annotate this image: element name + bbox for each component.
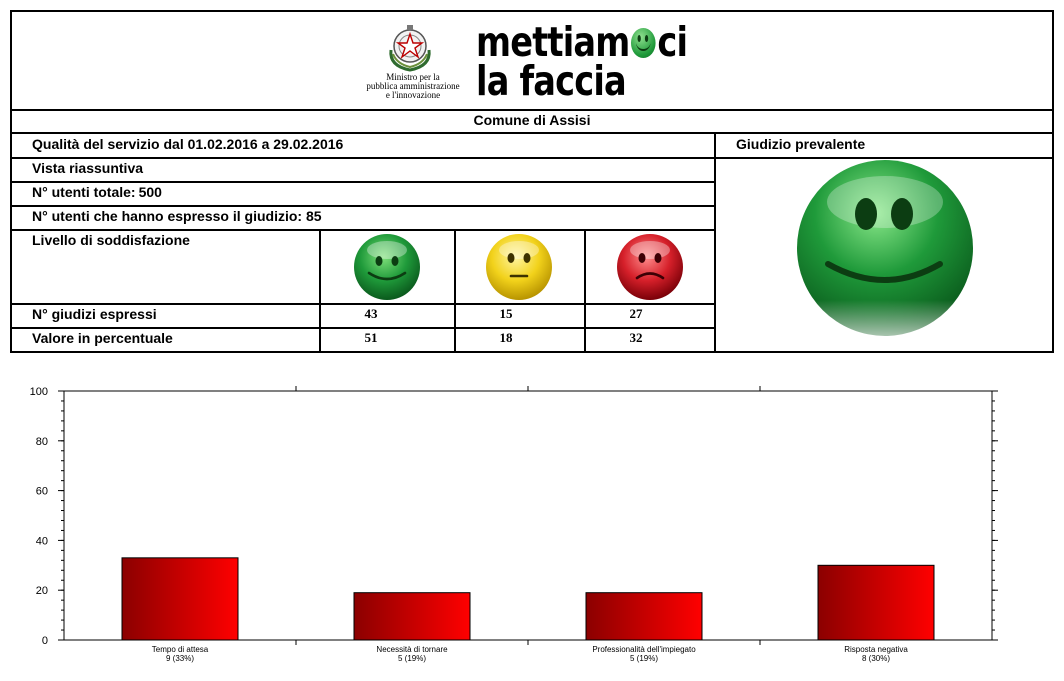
neutral-face-icon	[486, 234, 552, 300]
judgments-sad: 27	[629, 306, 643, 321]
row-line	[10, 181, 716, 183]
bar	[353, 592, 471, 641]
prevailing-judgment-label: Giudizio prevalente	[736, 136, 866, 152]
x-count-label: 5 (19%)	[630, 654, 658, 663]
brand-logo-line-1: mettiam ci	[476, 22, 688, 63]
sad-face-icon	[617, 234, 683, 300]
col-line	[454, 229, 456, 353]
percent-happy: 51	[364, 330, 378, 345]
x-tick-label: Professionalità dell'impiegato	[592, 645, 696, 654]
total-users-value: 500	[138, 184, 162, 200]
bar	[585, 592, 703, 641]
col-line	[319, 229, 321, 353]
percent-value-label: Valore in percentuale	[32, 330, 173, 346]
y-tick-label: 60	[36, 486, 48, 498]
users-expressed-label: N° utenti che hanno espresso il giudizio…	[32, 208, 322, 224]
percent-neutral: 18	[499, 330, 513, 345]
y-tick-label: 40	[36, 535, 48, 547]
brand-face-o-icon	[631, 28, 656, 58]
ministry-line-1: Ministro per la	[386, 72, 440, 82]
republic-emblem-icon	[389, 25, 431, 72]
y-tick-label: 100	[30, 386, 48, 398]
bar	[121, 557, 239, 641]
prevailing-happy-face-icon	[790, 160, 980, 350]
y-tick-label: 20	[36, 585, 48, 597]
x-tick-label: Tempo di attesa	[152, 645, 209, 654]
col-line	[714, 132, 716, 353]
x-count-label: 5 (19%)	[398, 654, 426, 663]
summary-view-label: Vista riassuntiva	[32, 160, 144, 176]
judgments-neutral: 15	[499, 306, 513, 321]
y-tick-label: 0	[42, 635, 48, 647]
x-tick-label: Necessità di tornare	[376, 645, 448, 654]
x-tick-label: Risposta negativa	[844, 645, 908, 654]
row-line	[10, 303, 716, 305]
ministry-line-3: e l'innovazione	[385, 90, 441, 100]
row-line	[10, 327, 716, 329]
col-line	[584, 229, 586, 353]
ministry-caption: Ministro per la pubblica amministrazione…	[358, 73, 468, 100]
row-line	[10, 229, 716, 231]
judgments-happy: 43	[364, 306, 378, 321]
x-count-label: 9 (33%)	[166, 654, 194, 663]
brand-text-b: ci	[657, 18, 688, 66]
total-users-text: N° utenti totale:	[32, 184, 136, 200]
total-users-label: N° utenti totale: 500	[32, 184, 162, 200]
row-line	[10, 157, 1054, 159]
judgments-expressed-label: N° giudizi espressi	[32, 306, 157, 322]
y-tick-label: 80	[36, 436, 48, 448]
brand-text-a: mettiam	[476, 18, 630, 66]
summary-table	[10, 132, 1054, 353]
percent-sad: 32	[629, 330, 643, 345]
happy-face-icon	[354, 234, 420, 300]
comune-name: Comune di Assisi	[473, 112, 591, 128]
brand-logo-line-2: la faccia	[476, 57, 627, 105]
bar	[817, 564, 935, 641]
satisfaction-level-label: Livello di soddisfazione	[32, 232, 190, 248]
x-count-label: 8 (30%)	[862, 654, 890, 663]
quality-period-label: Qualità del servizio dal 01.02.2016 a 29…	[32, 136, 344, 152]
ministry-line-2: pubblica amministrazione	[366, 81, 460, 91]
row-line	[10, 205, 716, 207]
